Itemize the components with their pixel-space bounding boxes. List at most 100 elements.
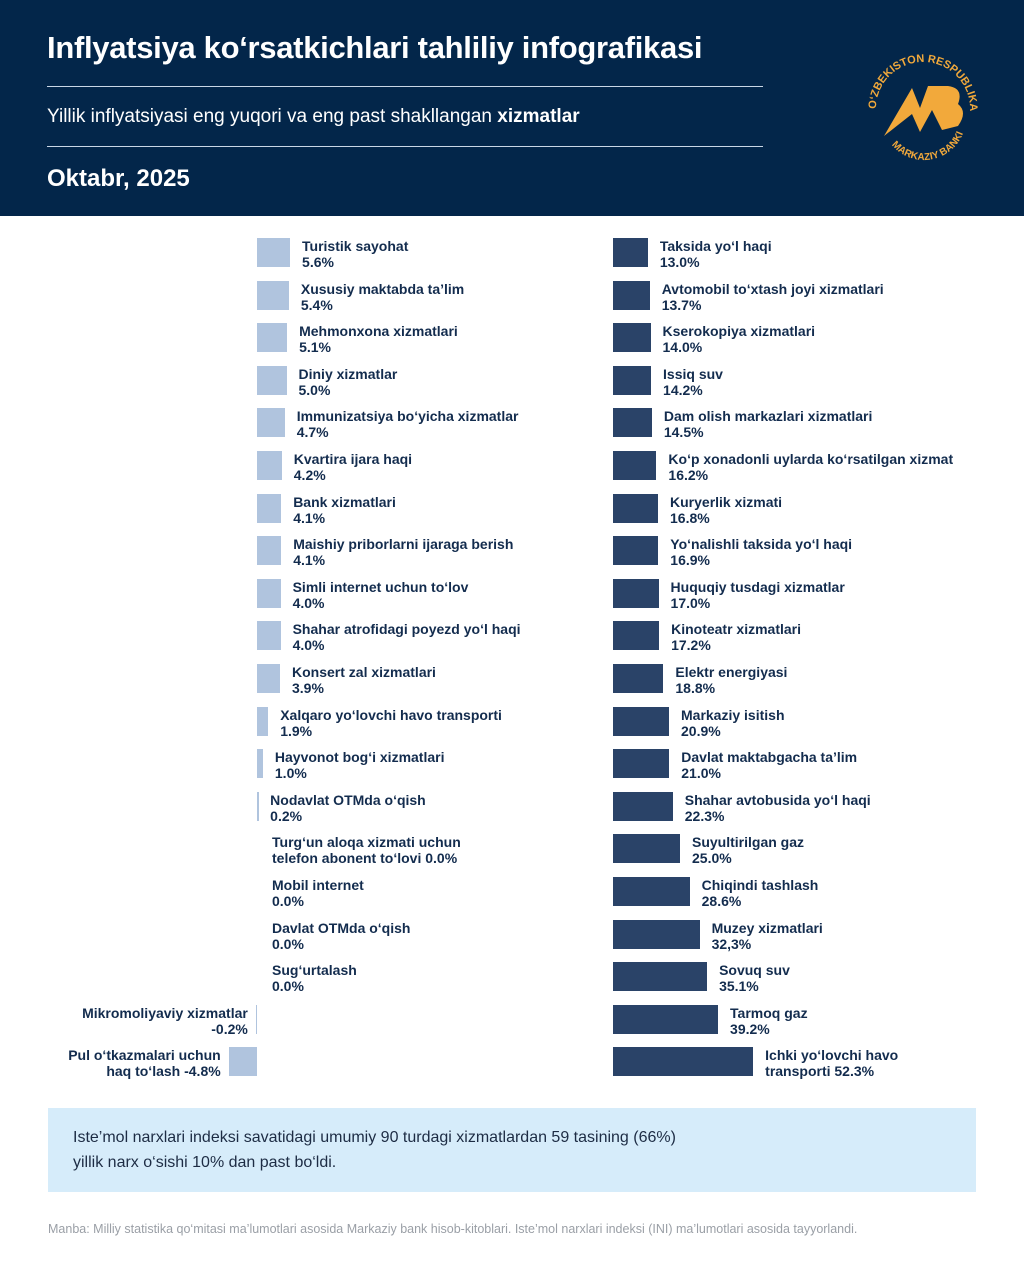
bar — [257, 238, 291, 267]
summary-note: Iste’mol narxlari indeksi savatidagi umu… — [48, 1108, 976, 1192]
subtitle-bold: xizmatlar — [497, 106, 580, 127]
category-label: Huquqiy tusdagi xizmatlar — [670, 578, 845, 595]
source-note: Manba: Milliy statistika qo‘mitasi ma’lu… — [48, 1222, 858, 1236]
category-label: Shahar avtobusida yo‘l haqi — [684, 791, 871, 808]
value-label: 4.0% — [292, 594, 325, 611]
bar-label: Davlat maktabgacha ta’lim 21.0% — [681, 749, 857, 781]
category-label: Tarmoq gaz — [730, 1004, 808, 1021]
bar-label: Sug‘urtalash 0.0% — [272, 962, 357, 994]
value-label: 14.2% — [663, 381, 703, 398]
category-label: Mikromoliyaviy xizmatlar — [82, 1004, 248, 1021]
bar — [613, 1047, 754, 1077]
bar-label: Kuryerlik xizmati 16.8% — [670, 494, 782, 526]
bar-label: Bank xizmatlari 4.1% — [293, 494, 396, 526]
value-label: 16.9% — [670, 552, 710, 569]
category-label: Turistik sayohat — [302, 238, 409, 254]
value-label: 0.2% — [270, 807, 303, 824]
value-label: 1.9% — [280, 722, 313, 739]
bar-label: Diniy xizmatlar 5.0% — [299, 366, 398, 398]
bar — [613, 962, 708, 992]
value-label: 0.0% — [272, 978, 304, 995]
bar-label: Immunizatsiya bo‘yicha xizmatlar 4.7% — [297, 408, 519, 440]
category-label: Kinoteatr xizmatlari — [671, 621, 802, 638]
bar — [613, 919, 700, 949]
category-label: Pul o‘tkazmalari uchun haq to‘lash — [68, 1047, 221, 1080]
bar-label: Konsert zal xizmatlari 3.9% — [292, 664, 436, 696]
value-label: -4.8% — [184, 1063, 221, 1080]
bar-label: Xalqaro yo‘lovchi havo transporti 1.9% — [280, 707, 502, 739]
value-label: 25.0% — [692, 850, 732, 867]
value-label: 20.9% — [681, 722, 721, 739]
central-bank-logo: O‘ZBEKISTON RESPUBLIKASI MARKAZIY BANKI — [862, 48, 979, 163]
category-label: Avtomobil to‘xtash joyi xizmatlari — [661, 280, 884, 297]
category-label: Simli internet uchun to‘lov — [292, 578, 469, 595]
value-label: 13.7% — [661, 296, 702, 313]
bar — [613, 323, 651, 353]
bar — [613, 791, 673, 821]
bar — [613, 749, 670, 779]
bar-label: Hayvonot bog‘i xizmatlari 1.0% — [275, 749, 445, 781]
category-label: Nodavlat OTMda o‘qish — [270, 791, 426, 808]
bar-label: Pul o‘tkazmalari uchun haq to‘lash -4.8% — [68, 1047, 220, 1079]
bar — [257, 536, 282, 566]
bar — [257, 791, 259, 821]
bar — [257, 408, 285, 438]
bar — [255, 1004, 258, 1034]
category-label: Xususiy maktabda ta’lim — [300, 280, 465, 297]
bar-label: Simli internet uchun to‘lov 4.0% — [293, 579, 469, 611]
value-label: 0.0% — [425, 850, 458, 867]
bar — [613, 280, 650, 310]
bar-label: Suyultirilgan gaz 25.0% — [692, 834, 804, 866]
value-label: 32,3% — [711, 935, 752, 952]
bar-label: Chiqindi tashlash 28.6% — [702, 877, 819, 909]
bar — [613, 493, 659, 523]
bar — [257, 365, 287, 395]
category-label: Suyultirilgan gaz — [692, 834, 805, 851]
category-label: Yo‘nalishli taksida yo‘l haqi — [670, 536, 853, 553]
bar — [613, 578, 659, 608]
value-label: 14.0% — [662, 339, 703, 356]
bar-label: Turistik sayohat 5.6% — [302, 238, 408, 270]
bar — [613, 238, 648, 267]
value-label: 4.0% — [292, 637, 325, 654]
bar-label: Nodavlat OTMda o‘qish 0.2% — [270, 792, 426, 824]
bar — [257, 451, 282, 480]
bar — [228, 1047, 257, 1077]
divider — [47, 146, 763, 147]
category-label: Sovuq suv — [719, 962, 790, 979]
bar-label: Yo‘nalishli taksida yo‘l haqi 16.9% — [670, 536, 852, 568]
bar-label: Turg‘un aloqa xizmati uchun telefon abon… — [272, 834, 461, 866]
bar — [257, 749, 263, 779]
category-label: Hayvonot bog‘i xizmatlari — [274, 749, 445, 766]
category-label: Mobil internet — [272, 877, 364, 893]
bar — [257, 621, 281, 651]
bar — [613, 408, 652, 438]
bar — [613, 536, 659, 566]
bar-label: Avtomobil to‘xtash joyi xizmatlari 13.7% — [662, 281, 884, 313]
bar-label: Xususiy maktabda ta’lim 5.4% — [301, 281, 464, 313]
category-label: Kuryerlik xizmati — [670, 493, 783, 510]
value-label: 17.0% — [670, 594, 711, 611]
bar-label: Kinoteatr xizmatlari 17.2% — [671, 621, 801, 653]
value-label: 16.2% — [668, 467, 709, 483]
value-label: 4.1% — [293, 509, 326, 526]
bar-label: Huquqiy tusdagi xizmatlar 17.0% — [671, 579, 845, 611]
page-title: Inflyatsiya ko‘rsatkichlari tahliliy inf… — [47, 30, 703, 65]
value-label: 5.0% — [298, 381, 331, 398]
bar — [613, 1004, 719, 1034]
value-label: 4.2% — [293, 467, 326, 483]
category-label: Mehmonxona xizmatlari — [299, 323, 458, 340]
bar-label: Shahar avtobusida yo‘l haqi 22.3% — [685, 792, 871, 824]
chart-area: Turistik sayohat 5.6% Xususiy maktabda ta’… — [0, 216, 1024, 1096]
bar — [613, 834, 680, 864]
value-label: 5.1% — [299, 339, 331, 356]
bar — [613, 706, 669, 736]
subtitle-text: Yillik inflyatsiyasi eng yuqori va eng p… — [47, 106, 498, 127]
bar-label: Mehmonxona xizmatlari 5.1% — [299, 323, 458, 355]
bar-label: Davlat OTMda o‘qish 0.0% — [272, 920, 410, 952]
header: Inflyatsiya ko‘rsatkichlari tahliliy inf… — [0, 0, 1024, 216]
bar — [613, 451, 657, 480]
value-label: 0.0% — [272, 893, 304, 909]
value-label: 35.1% — [719, 978, 759, 995]
bar-label: Kvartira ijara haqi 4.2% — [294, 451, 412, 483]
